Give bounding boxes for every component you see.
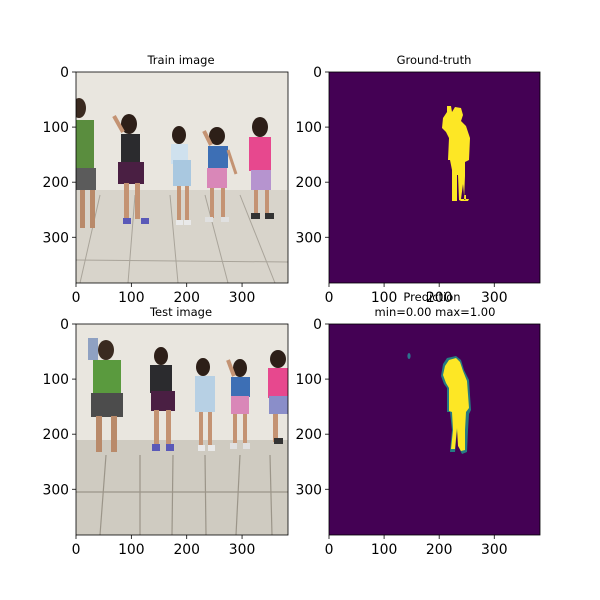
y-tick-label: 300 — [295, 230, 322, 246]
ground-truth-mask-silhouette — [442, 106, 470, 201]
axes-frame — [75, 71, 289, 284]
mask-background — [329, 324, 540, 535]
x-tick-label: 0 — [325, 290, 334, 306]
y-tick-label: 200 — [42, 427, 69, 443]
y-tick-label: 100 — [295, 372, 322, 388]
panel-train: Train image — [75, 53, 289, 284]
y-tick-label: 200 — [295, 175, 322, 191]
panel-ground-truth: Ground-truth — [328, 53, 541, 284]
panel-title: Ground-truth — [397, 53, 472, 67]
y-tick-label: 0 — [60, 317, 69, 333]
y-tick-label: 300 — [295, 482, 322, 498]
y-tick-label: 200 — [295, 427, 322, 443]
y-tick-label: 200 — [42, 175, 69, 191]
x-tick-label: 200 — [173, 542, 200, 558]
y-tick-label: 300 — [42, 230, 69, 246]
x-tick-label: 0 — [325, 542, 334, 558]
y-tick-label: 0 — [313, 317, 322, 333]
y-tick-label: 100 — [42, 372, 69, 388]
x-tick-label: 300 — [481, 542, 508, 558]
y-tick-label: 0 — [60, 65, 69, 81]
axes-frame — [75, 323, 289, 536]
y-tick-label: 100 — [295, 120, 322, 136]
x-tick-label: 100 — [118, 542, 145, 558]
y-tick-label: 0 — [313, 65, 322, 81]
panel-prediction: Prediction min=0.00 max=1.00 — [328, 290, 541, 536]
x-tick-label: 200 — [426, 290, 453, 306]
x-tick-label: 100 — [118, 290, 145, 306]
x-tick-label: 100 — [371, 542, 398, 558]
test-photo — [76, 324, 288, 535]
panel-test: Test image — [75, 305, 289, 536]
panel-title-line-2: min=0.00 max=1.00 — [375, 305, 496, 319]
axes-frame — [328, 71, 541, 284]
panel-title-line-1: Prediction — [403, 290, 460, 304]
train-photo — [76, 72, 288, 283]
x-tick-label: 300 — [229, 290, 256, 306]
prediction-noise-speck — [407, 353, 411, 359]
prediction-mask-silhouette — [443, 358, 469, 451]
x-tick-label: 0 — [72, 542, 81, 558]
tick-layer: 0 100 200 300 0 100 200 300 0 100 200 300 0 100 200 300… — [42, 65, 507, 558]
x-tick-label: 300 — [229, 542, 256, 558]
panel-title: Test image — [149, 305, 212, 319]
x-tick-label: 0 — [72, 290, 81, 306]
y-tick-label: 100 — [42, 120, 69, 136]
mask-background — [329, 72, 540, 283]
panel-title: Train image — [146, 53, 214, 67]
y-tick-label: 300 — [42, 482, 69, 498]
x-tick-label: 100 — [371, 290, 398, 306]
axes-frame — [328, 323, 541, 536]
x-tick-label: 200 — [173, 290, 200, 306]
x-tick-label: 200 — [426, 542, 453, 558]
x-tick-label: 300 — [481, 290, 508, 306]
